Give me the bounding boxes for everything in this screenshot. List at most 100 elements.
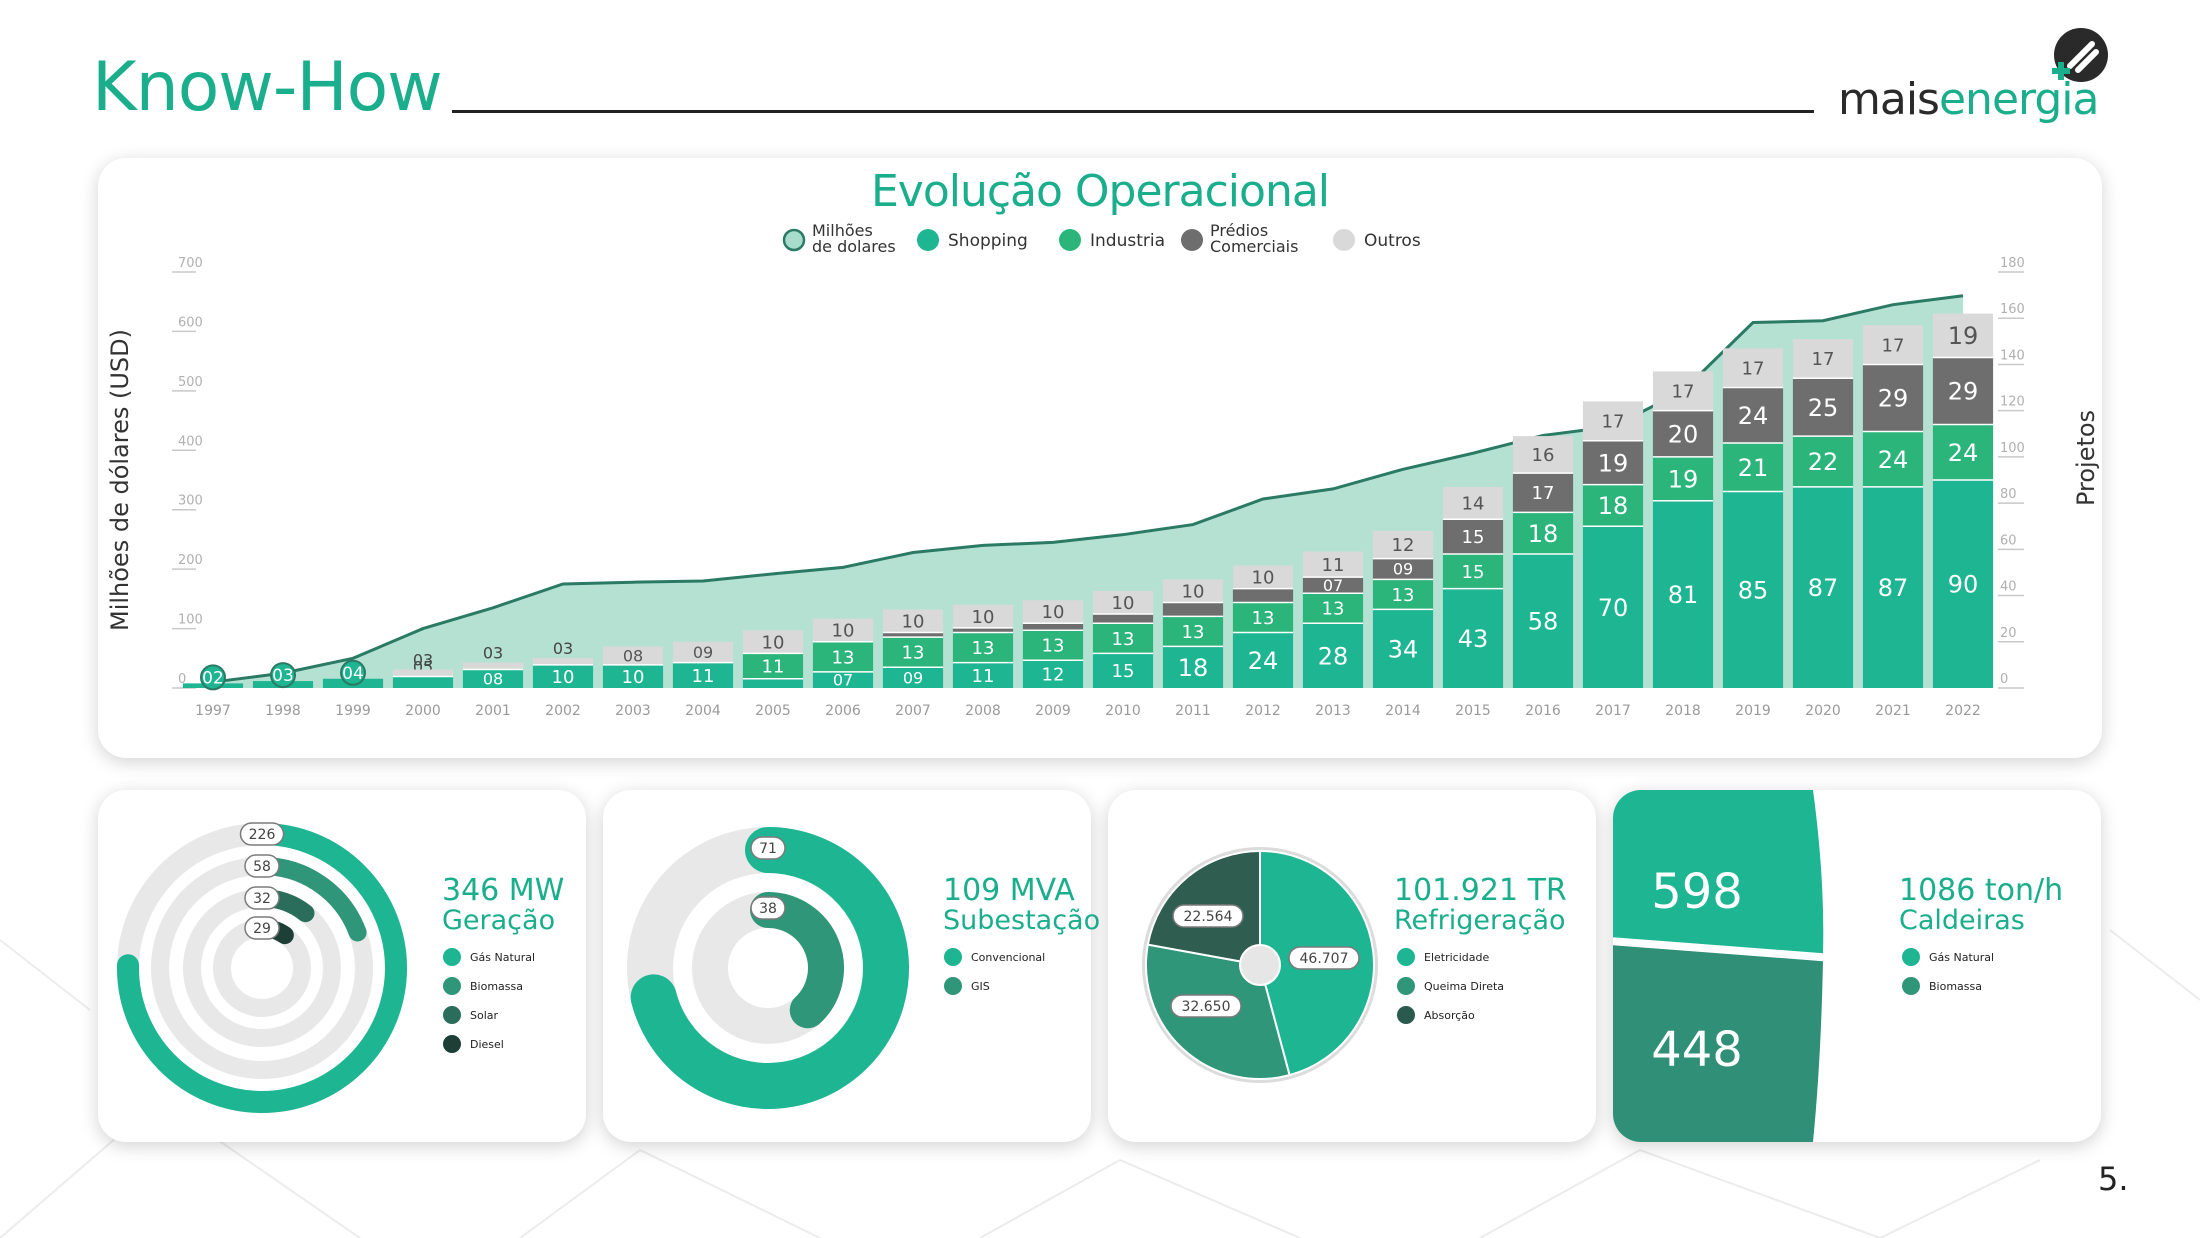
bar-value-label: 85 bbox=[1738, 576, 1769, 604]
bar-value-label: 24 bbox=[1948, 439, 1979, 467]
bar-outros bbox=[1162, 579, 1224, 603]
substation-card: 71 38 Convencional GIS 109 MVA Subestação bbox=[603, 790, 1100, 1142]
legend-label: Absorção bbox=[1424, 1009, 1475, 1022]
bar-value-label: 24 bbox=[1878, 446, 1909, 474]
bar-value-label: 10 bbox=[832, 621, 855, 642]
legend-label: Gás Natural bbox=[1929, 951, 1994, 964]
boilers-total: 1086 ton/h bbox=[1899, 873, 2064, 908]
bar-shopping bbox=[1232, 632, 1294, 688]
pie-center bbox=[1239, 944, 1281, 986]
bar-predios bbox=[1302, 577, 1364, 594]
bar-value-label: 08 bbox=[623, 646, 643, 665]
bar-value-label: 17 bbox=[1882, 335, 1905, 356]
bar-shopping bbox=[1372, 609, 1434, 688]
legend-swatch-predios bbox=[1181, 229, 1203, 251]
bar-industria bbox=[952, 632, 1014, 663]
legend-label: Shopping bbox=[948, 231, 1028, 251]
value-pill bbox=[244, 886, 280, 910]
boilers-split-chart: 598 448 Gás Natural Biomassa bbox=[1613, 790, 1994, 1142]
bar-predios bbox=[1792, 378, 1854, 437]
bar-shopping bbox=[1022, 660, 1084, 688]
legend-label: Outros bbox=[1364, 231, 1421, 251]
bar-industria bbox=[1232, 602, 1294, 633]
value-pill-label: 46.707 bbox=[1300, 951, 1349, 967]
bar-value-label: 11 bbox=[762, 657, 785, 678]
bar-outros bbox=[1232, 565, 1294, 589]
value-pill bbox=[244, 854, 280, 878]
generation-radial-chart: 226 58 32 29 Gás Natural Biomassa Solar Diesel bbox=[117, 822, 535, 1113]
legend-label: Diesel bbox=[470, 1038, 504, 1051]
bar-value-label: 13 bbox=[972, 638, 995, 659]
bar-value-label: 13 bbox=[1182, 622, 1205, 643]
x-axis-tick-label: 2006 bbox=[825, 703, 861, 719]
bar-predios bbox=[1232, 588, 1294, 603]
legend-swatch bbox=[443, 977, 461, 995]
boilers-value-biomass: 448 bbox=[1651, 1022, 1743, 1078]
x-axis-tick-label: 2015 bbox=[1455, 703, 1491, 719]
substation-total: 109 MVA bbox=[943, 873, 1075, 908]
radial-arc bbox=[750, 892, 844, 1029]
y-axis-tick-label: 200 bbox=[178, 553, 203, 568]
bar-outros bbox=[1302, 551, 1364, 578]
bar-outros bbox=[1862, 325, 1924, 365]
bar-predios bbox=[1372, 558, 1434, 580]
generation-card: 226 58 32 29 Gás Natural Biomassa Solar Diesel … bbox=[98, 790, 586, 1142]
y2-axis-tick-label: 140 bbox=[2000, 348, 2025, 363]
radial-arc bbox=[117, 823, 407, 1113]
y2-axis-tick-label: 40 bbox=[2000, 580, 2017, 595]
bar-industria bbox=[1162, 616, 1224, 647]
legend-label: Solar bbox=[470, 1009, 499, 1022]
bar-outros bbox=[392, 669, 454, 677]
bar-outros bbox=[462, 662, 524, 670]
legend-label: Biomassa bbox=[470, 980, 523, 993]
bar-value-label: 18 bbox=[1178, 654, 1209, 682]
y2-axis-tick-label: 60 bbox=[2000, 533, 2017, 548]
radial-arc bbox=[630, 827, 909, 1109]
y-axis-tick-label: 500 bbox=[178, 375, 203, 390]
bar-predios bbox=[1092, 614, 1154, 624]
bar-predios bbox=[1022, 623, 1084, 631]
bar-value-label: 15 bbox=[1462, 562, 1485, 583]
x-axis-tick-label: 2018 bbox=[1665, 703, 1701, 719]
bar-value-label: 16 bbox=[1532, 445, 1555, 466]
bar-value-label: 17 bbox=[1672, 382, 1695, 403]
bar-shopping bbox=[1932, 480, 1994, 688]
legend-swatch-money bbox=[782, 228, 806, 252]
logo-plug-icon bbox=[2052, 28, 2108, 82]
y-axis-tick-label: 400 bbox=[178, 434, 203, 449]
value-pill bbox=[750, 896, 786, 920]
x-axis-tick-label: 2021 bbox=[1875, 703, 1911, 719]
bar-shopping bbox=[1302, 623, 1364, 688]
bar-value-label: 12 bbox=[1392, 535, 1415, 556]
bar-value-label: 03 bbox=[553, 639, 573, 658]
bar-shopping bbox=[812, 671, 874, 688]
bar-value-label: 13 bbox=[832, 647, 855, 668]
refrigeration-label: Refrigeração bbox=[1394, 905, 1566, 936]
legend-label: Queima Direta bbox=[1424, 980, 1504, 993]
y-axis-tick-label: 700 bbox=[178, 256, 203, 271]
bar-shopping bbox=[532, 664, 594, 688]
bar-industria bbox=[882, 637, 944, 668]
legend-label: Comerciais bbox=[1210, 237, 1298, 256]
legend-label: Prédios bbox=[1210, 221, 1268, 240]
boilers-card: 598 448 Gás Natural Biomassa 1086 ton/h Cal… bbox=[1613, 790, 2101, 1142]
value-pill-label: 226 bbox=[249, 827, 276, 843]
legend-swatch bbox=[944, 977, 962, 995]
bar-outros bbox=[1512, 436, 1574, 474]
value-pill-label: 58 bbox=[253, 859, 271, 875]
x-axis-tick-label: 1998 bbox=[265, 703, 301, 719]
bar-value-label: 08 bbox=[483, 670, 503, 689]
bar-value-label: 13 bbox=[1112, 629, 1135, 650]
legend-swatch-outros bbox=[1333, 229, 1355, 251]
y-axis-label: Milhões de dólares (USD) bbox=[106, 329, 134, 631]
bar-outros bbox=[672, 641, 734, 663]
bar-predios bbox=[1652, 410, 1714, 457]
bar-outros bbox=[1092, 590, 1154, 615]
bar-value-label: 29 bbox=[1878, 385, 1909, 413]
value-pill bbox=[1288, 946, 1360, 970]
bar-industria bbox=[1932, 424, 1994, 480]
bar-value-label: 11 bbox=[1322, 555, 1345, 576]
bar-value-label: 34 bbox=[1388, 635, 1419, 663]
x-axis-tick-label: 2010 bbox=[1105, 703, 1141, 719]
x-axis-tick-label: 2016 bbox=[1525, 703, 1561, 719]
